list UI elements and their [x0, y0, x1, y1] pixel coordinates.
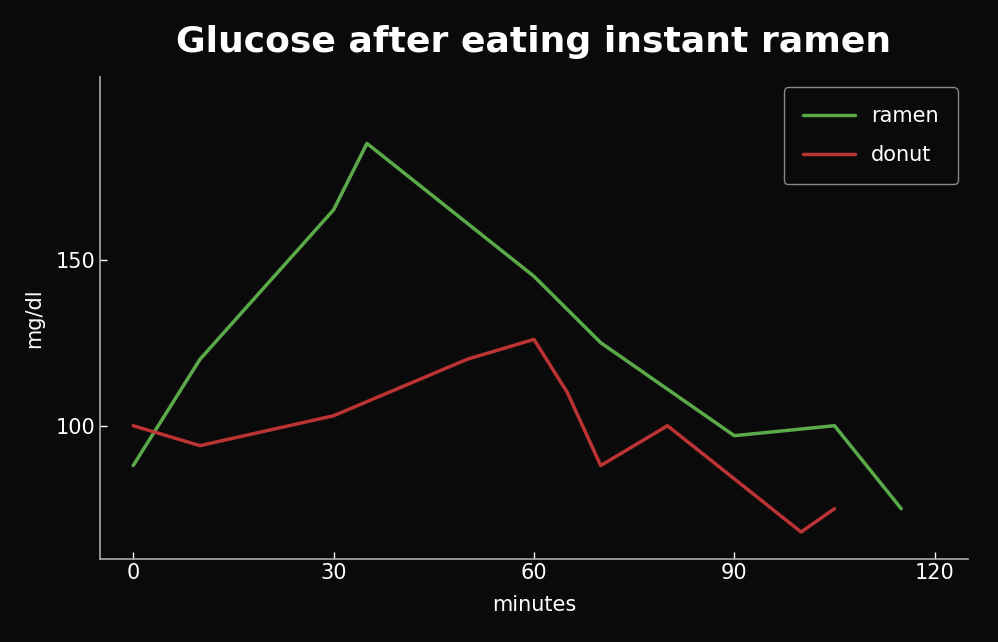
X-axis label: minutes: minutes [492, 594, 576, 614]
Line: ramen: ramen [133, 143, 901, 508]
Legend: ramen, donut: ramen, donut [783, 87, 958, 184]
Y-axis label: mg/dl: mg/dl [24, 288, 44, 347]
ramen [895, 505, 907, 512]
ramen [361, 139, 373, 147]
donut [194, 442, 206, 449]
donut [662, 422, 674, 429]
ramen [327, 206, 339, 214]
ramen [127, 462, 139, 469]
Title: Glucose after eating instant ramen: Glucose after eating instant ramen [177, 25, 891, 59]
donut [528, 336, 540, 343]
donut [595, 462, 607, 469]
donut [828, 505, 840, 512]
ramen [528, 272, 540, 280]
ramen [828, 422, 840, 429]
ramen [595, 339, 607, 347]
donut [461, 356, 473, 363]
ramen [729, 432, 741, 440]
donut [795, 528, 807, 536]
donut [561, 388, 573, 396]
ramen [194, 356, 206, 363]
donut [127, 422, 139, 429]
donut [327, 412, 339, 420]
Line: donut: donut [133, 340, 834, 532]
